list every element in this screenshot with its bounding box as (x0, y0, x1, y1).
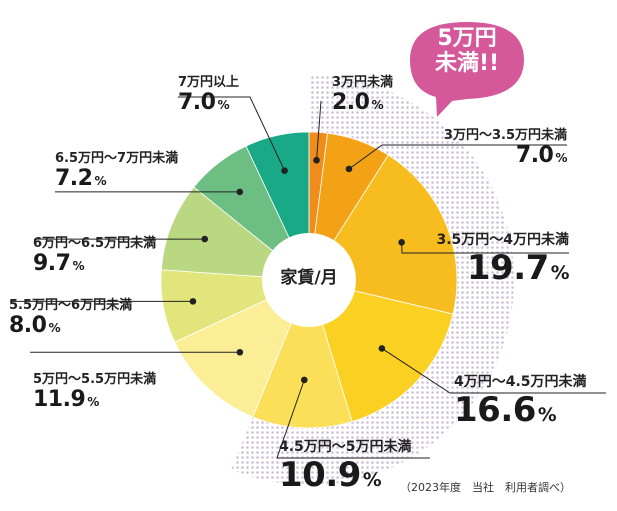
slice-label-5: 5万円～5.5万円未満 11.9% (33, 373, 156, 411)
slice-name: 7万円以上 (178, 75, 240, 90)
leader-dot-9 (281, 167, 288, 174)
leader-dot-5 (236, 348, 244, 356)
slice-percent: 9.7% (33, 251, 85, 276)
slice-name: 6万円～6.5万円未満 (33, 236, 157, 251)
leader-dot-0 (313, 156, 320, 164)
slice-name: 3万円未満 (332, 75, 394, 90)
leader-dot-2 (398, 239, 405, 246)
leader-line-0 (316, 100, 322, 161)
center-label: 家賃/月 (280, 268, 338, 288)
slice-name: 6.5万円～7万円未満 (55, 151, 179, 166)
slice-label-9: 7万円以上 7.0% (178, 76, 239, 114)
donut-hole (262, 233, 356, 327)
slice-percent: 7.2% (55, 166, 107, 191)
pie-slice-4 (252, 278, 353, 429)
highlight-badge (410, 22, 524, 117)
badge-line-1: 5万円 (437, 26, 497, 51)
source-note: （2023年度 当社 利用者調べ） (400, 481, 571, 494)
slice-percent: 10.9% (279, 455, 382, 495)
highlight-badge-text: 5万円 未満!! (409, 26, 525, 76)
slice-name: 5.5万円～6万円未満 (9, 298, 133, 313)
slice-name: 4万円～4.5万円未満 (454, 374, 587, 390)
slice-label-6: 5.5万円～6万円未満 8.0% (9, 299, 132, 337)
slice-percent: 11.9% (33, 387, 99, 412)
slice-percent: 8.0% (9, 313, 61, 338)
leader-line-9 (178, 96, 286, 171)
badge-line-2: 未満!! (434, 50, 500, 76)
slice-percent: 19.7% (466, 248, 570, 288)
slice-label-1: 3万円～3.5万円未満 7.0% (415, 128, 568, 168)
slice-percent: 7.0% (515, 143, 568, 168)
leader-line-4 (276, 379, 430, 459)
pie-slice-5 (174, 279, 310, 418)
leader-line-3 (381, 348, 606, 394)
leader-dot-3 (378, 345, 386, 352)
slice-label-4: 4.5万円～5万円未満 10.9% (279, 440, 412, 492)
leader-line-2 (401, 242, 569, 254)
slice-label-0: 3万円未満 2.0% (332, 76, 393, 114)
leader-line-1 (348, 144, 567, 170)
slice-name: 3.5万円～4万円未満 (436, 232, 569, 248)
slice-percent: 7.0% (178, 90, 230, 115)
slice-label-8: 6.5万円～7万円未満 7.2% (55, 152, 178, 190)
slice-label-7: 6万円～6.5万円未満 9.7% (33, 237, 156, 275)
slice-label-2: 3.5万円～4万円未満 19.7% (399, 233, 569, 285)
leader-dot-6 (189, 298, 197, 305)
slice-label-3: 4万円～4.5万円未満 16.6% (454, 375, 587, 427)
leader-dot-7 (201, 235, 209, 243)
slice-name: 4.5万円～5万円未満 (279, 439, 412, 455)
slice-name: 5万円～5.5万円未満 (33, 372, 157, 387)
slice-name: 3万円～3.5万円未満 (443, 128, 567, 143)
slice-percent: 16.6% (454, 390, 557, 430)
slice-percent: 2.0% (332, 90, 384, 115)
leader-dot-1 (345, 165, 353, 173)
leader-dot-8 (236, 188, 244, 196)
leader-dot-4 (300, 376, 308, 384)
